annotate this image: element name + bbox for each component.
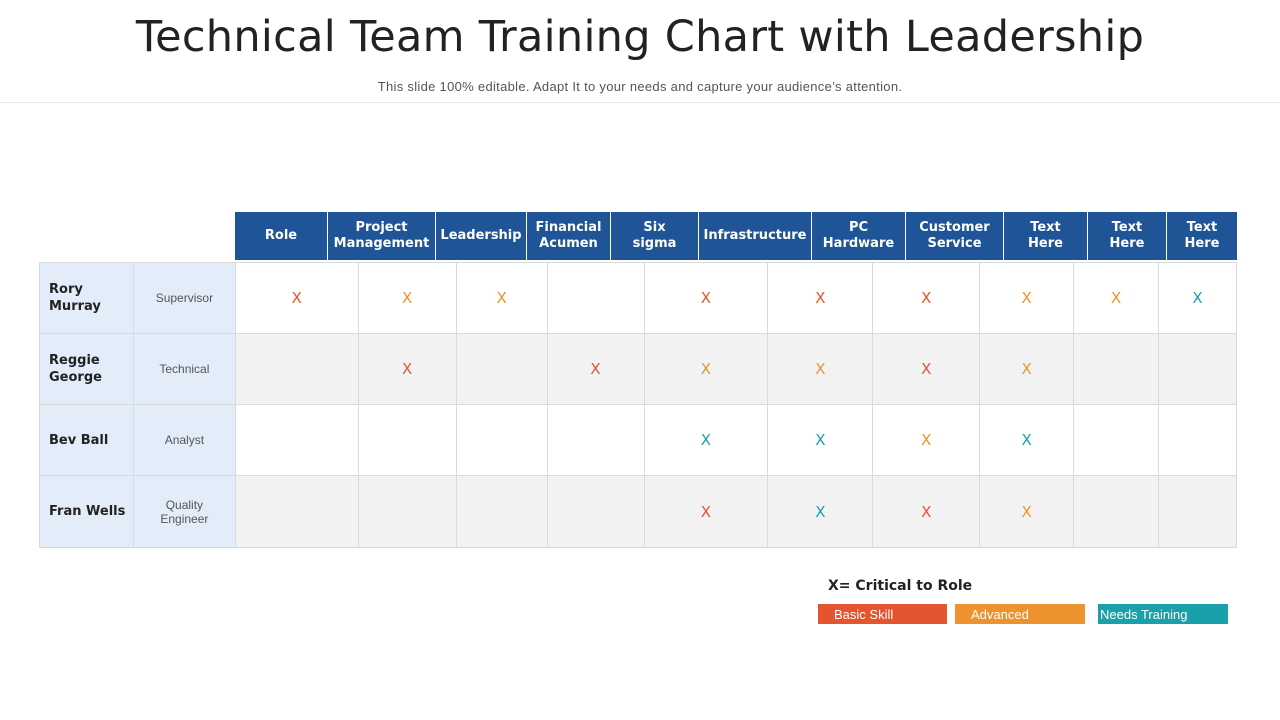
legend-basic-skill: Basic Skill [818,604,947,624]
skill-cell [358,476,457,547]
skill-cell: X [1074,263,1160,333]
training-table: Rory Murray Supervisor X X X X X X X X X Reggie Geo… [39,262,1237,548]
critical-mark-basic: X [590,360,601,378]
column-header: Role [235,212,328,260]
page-subtitle: This slide 100% editable. Adapt It to yo… [377,79,903,94]
table-row: Reggie George Technical X X X X X X [40,334,1236,405]
column-header: Text Here [1088,212,1167,260]
skill-cell [456,476,548,547]
table-header: Role Project Management Leadership Financia… [235,212,1237,260]
skill-cell: X [768,263,874,333]
employee-name: Reggie George [40,334,134,404]
skill-cell: X [873,405,981,475]
skill-cell [235,334,359,404]
legend-advanced: Advanced [955,604,1085,624]
skill-cell [235,476,359,547]
skill-cell [1074,476,1160,547]
column-header: Customer Service [906,212,1004,260]
column-header: PC Hardware [812,212,906,260]
critical-mark-advanced: X [496,289,507,307]
skill-cell: X [359,263,457,333]
skill-cell [548,405,645,475]
critical-mark-advanced: X [1021,289,1032,307]
skill-cell: X [1159,263,1236,333]
skill-cell: X [457,263,548,333]
skill-cell: X [645,405,769,475]
critical-mark-advanced: X [1110,289,1122,307]
skill-cell [1159,476,1236,547]
critical-mark-basic: X [921,360,932,378]
table-row: Fran Wells Quality Engineer X X X X [40,476,1236,547]
skill-cell: X [547,334,645,404]
critical-mark-advanced: X [815,360,826,378]
skill-cell: X [873,263,981,333]
table-row: Rory Murray Supervisor X X X X X X X X X [40,263,1236,334]
title-divider [0,102,1280,103]
skill-cell: X [980,334,1075,404]
legend-title: X= Critical to Role [828,578,973,594]
skill-cell: X [644,476,769,547]
legend-needs-training: Needs Training [1098,604,1228,624]
skill-cell [1074,334,1160,404]
column-header: Infrastructure [699,212,812,260]
employee-role: Supervisor [133,263,236,333]
critical-mark-advanced: X [700,360,712,378]
skill-cell: X [768,405,874,475]
critical-mark-basic: X [700,289,712,307]
column-header: Financial Acumen [527,212,611,260]
employee-name: Fran Wells [40,476,134,547]
skill-cell: X [980,263,1075,333]
critical-mark-basic: X [402,360,413,378]
employee-role: Technical [133,334,236,404]
critical-mark-advanced: X [921,431,932,449]
column-header: Leadership [436,212,527,260]
page-title: Technical Team Training Chart with Leade… [135,12,1145,62]
skill-cell: X [645,263,769,333]
skill-cell [359,405,457,475]
skill-cell [456,334,548,404]
table-row: Bev Ball Analyst X X X X [40,405,1236,476]
critical-mark-training: X [1021,431,1032,449]
skill-cell [548,263,645,333]
column-header: Project Management [328,212,436,260]
skill-cell: X [873,334,981,404]
employee-role: Analyst [133,405,236,475]
skill-cell: X [768,476,874,547]
critical-mark-basic: X [815,289,826,307]
skill-cell [457,405,548,475]
skill-cell: X [358,334,457,404]
skill-cell [1159,405,1236,475]
skill-cell [1159,334,1236,404]
skill-cell [547,476,645,547]
critical-mark-basic: X [921,502,932,521]
skill-cell [236,405,359,475]
critical-mark-advanced: X [402,289,413,307]
skill-cell: X [980,405,1075,475]
critical-mark-advanced: X [1021,360,1032,378]
skill-cell: X [644,334,769,404]
critical-mark-training: X [815,431,826,449]
employee-name: Rory Murray [40,263,134,333]
critical-mark-training: X [1192,289,1203,307]
column-header: Text Here [1167,212,1237,260]
skill-cell: X [236,263,359,333]
column-header: Text Here [1004,212,1088,260]
critical-mark-training: X [700,431,712,449]
employee-name: Bev Ball [40,405,134,475]
critical-mark-basic: X [700,502,712,521]
column-header: Six sigma [611,212,699,260]
skill-cell: X [768,334,874,404]
employee-role: Quality Engineer [133,476,236,547]
skill-cell: X [980,476,1075,547]
critical-mark-training: X [815,502,826,521]
skill-cell [1074,405,1160,475]
critical-mark-advanced: X [1021,502,1032,521]
critical-mark-basic: X [921,289,932,307]
skill-cell: X [873,476,981,547]
critical-mark-basic: X [291,289,302,307]
